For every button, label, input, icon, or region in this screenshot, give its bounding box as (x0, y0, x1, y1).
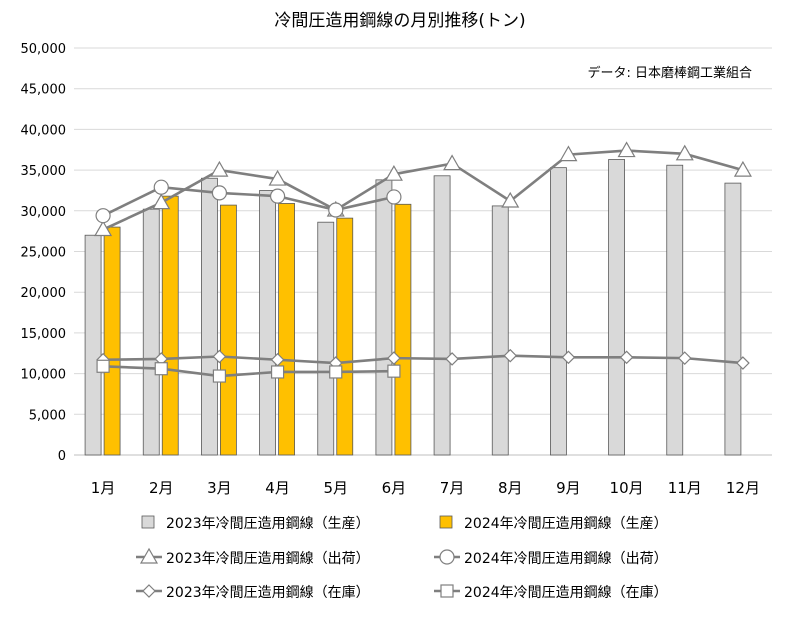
legend-label: 2024年冷間圧造用鋼線（在庫） (464, 584, 668, 601)
x-tick-label: 12月 (726, 479, 760, 497)
point-triangle (617, 141, 636, 158)
x-tick-label: 4月 (265, 479, 290, 497)
x-axis-ticks: 1月 2月 3月 4月 5月 6月 7月 8月 9月 10月 11月 12月 (91, 479, 760, 497)
legend: 2023年冷間圧造用鋼線（生産） 2024年冷間圧造用鋼線（生産） 2023年冷間圧… (136, 515, 668, 601)
point-square (212, 369, 227, 383)
x-tick-label: 7月 (440, 479, 465, 497)
point-triangle (152, 193, 171, 210)
legend-marker-triangle (139, 547, 159, 564)
point-triangle (210, 160, 229, 177)
x-tick-label: 6月 (382, 479, 407, 497)
bar-2023-production (375, 179, 393, 456)
bar-2024-production (161, 195, 179, 456)
y-tick-label: 30,000 (21, 205, 67, 220)
x-tick-label: 11月 (668, 479, 702, 497)
point-diamond (619, 350, 634, 365)
bar-2024-production (103, 226, 121, 456)
point-square (387, 364, 401, 378)
legend-label: 2024年冷間圧造用鋼線（出荷） (464, 551, 668, 567)
bar-2023-production (666, 164, 684, 456)
legend-swatch-bar (141, 515, 155, 529)
bar-2023-production (142, 208, 160, 456)
point-square (96, 359, 110, 373)
point-triangle (501, 191, 520, 208)
source-note: データ: 日本磨棒鋼工業組合 (587, 65, 752, 81)
x-tick-label: 2月 (149, 479, 174, 497)
legend-swatch-bar (439, 515, 453, 529)
legend-label: 2023年冷間圧造用鋼線（生産） (166, 516, 370, 532)
bar-2023-production (84, 234, 102, 456)
y-tick-label: 5,000 (29, 408, 66, 423)
y-tick-label: 45,000 (21, 83, 67, 98)
bars (84, 159, 742, 456)
point-square (329, 365, 343, 379)
point-diamond (736, 356, 750, 370)
x-tick-label: 3月 (207, 479, 232, 497)
series-line-square (103, 364, 394, 378)
bar-2024-production (220, 204, 237, 456)
y-tick-label: 20,000 (21, 286, 67, 301)
x-tick-label: 8月 (498, 479, 523, 497)
point-triangle (384, 164, 403, 181)
series-line-diamond (103, 354, 744, 365)
y-tick-label: 50,000 (21, 42, 67, 57)
point-diamond (445, 352, 459, 366)
y-tick-label: 35,000 (21, 164, 67, 179)
point-diamond (387, 351, 401, 365)
series-line-circle (102, 185, 395, 217)
legend-marker-circle (439, 549, 455, 565)
point-circle (211, 185, 228, 201)
point-triangle (733, 160, 752, 177)
x-tick-label: 1月 (91, 479, 116, 497)
bar-2024-production (278, 203, 295, 456)
y-tick-label: 15,000 (21, 327, 67, 342)
y-tick-label: 10,000 (21, 368, 67, 383)
y-tick-label: 25,000 (21, 246, 67, 261)
y-tick-label: 0 (58, 449, 66, 464)
legend-label: 2023年冷間圧造用鋼線（出荷） (166, 551, 370, 567)
legend-label: 2024年冷間圧造用鋼線（生産） (464, 516, 668, 532)
point-circle (386, 189, 402, 205)
point-circle (328, 202, 344, 218)
point-circle (95, 208, 111, 224)
point-diamond (503, 348, 518, 363)
y-tick-label: 40,000 (21, 123, 67, 138)
bar-2024-production (394, 203, 412, 456)
bar-2023-production (550, 167, 567, 456)
point-circle (153, 179, 169, 195)
lines (102, 149, 744, 378)
point-triangle (675, 144, 694, 161)
bar-2023-production (491, 205, 509, 456)
bar-2024-production (336, 217, 354, 456)
point-diamond (212, 349, 227, 364)
bar-2023-production (259, 190, 276, 456)
point-square (270, 365, 285, 379)
bar-2023-production (433, 175, 451, 456)
point-circle (269, 188, 286, 204)
point-triangle (559, 145, 578, 162)
markers (94, 141, 752, 383)
legend-marker-diamond (142, 584, 156, 598)
bar-2023-production (317, 221, 335, 456)
bar-2023-production (608, 159, 625, 456)
point-triangle (94, 220, 113, 237)
point-diamond (561, 350, 576, 365)
point-square (154, 362, 168, 376)
point-triangle (443, 154, 462, 171)
bar-2023-production (724, 182, 742, 456)
x-tick-label: 10月 (610, 479, 644, 497)
chart-title: 冷間圧造用鋼線の月別推移(トン) (274, 11, 525, 31)
x-tick-label: 9月 (556, 479, 581, 497)
x-tick-label: 5月 (323, 479, 348, 497)
legend-marker-square (440, 584, 454, 598)
point-diamond (677, 351, 692, 365)
legend-label: 2023年冷間圧造用鋼線（在庫） (166, 584, 370, 601)
series-line-triangle (102, 149, 744, 231)
point-triangle (268, 169, 287, 186)
y-axis-ticks: 0 5,000 10,000 15,000 20,000 25,000 30,000 35,0… (21, 42, 67, 464)
bar-2023-production (201, 177, 218, 456)
